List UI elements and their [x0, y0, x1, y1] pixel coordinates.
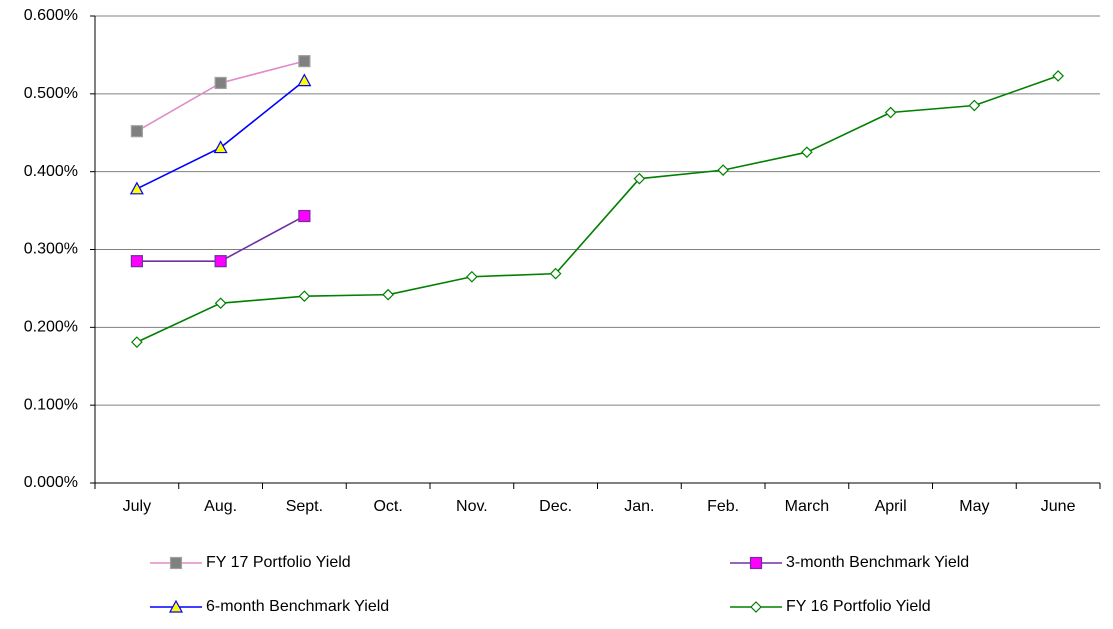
x-tick-label: Nov. — [456, 498, 488, 515]
data-point — [717, 164, 729, 176]
legend-marker — [750, 601, 762, 613]
data-point — [129, 181, 144, 195]
series-line — [136, 215, 305, 262]
legend-label: 3-month Benchmark Yield — [786, 554, 969, 571]
y-tick-label: 0.200% — [24, 319, 78, 336]
y-tick-label: 0.400% — [24, 163, 78, 180]
data-point — [968, 99, 981, 112]
data-point — [298, 55, 311, 68]
legend-marker — [169, 556, 183, 570]
legend-marker — [749, 556, 763, 570]
x-tick-label: Dec. — [539, 498, 572, 515]
x-tick-label: Feb. — [707, 498, 739, 515]
data-point — [549, 267, 562, 280]
data-point — [131, 336, 143, 348]
data-point — [298, 290, 311, 303]
x-tick-label: July — [123, 498, 151, 515]
data-point — [130, 125, 143, 138]
data-point — [214, 76, 227, 90]
legend-marker — [168, 599, 184, 613]
x-tick-label: May — [959, 498, 989, 515]
x-tick-label: Aug. — [204, 498, 237, 515]
y-tick-label: 0.000% — [24, 474, 78, 491]
x-tick-label: June — [1041, 498, 1076, 515]
y-tick-label: 0.500% — [24, 85, 78, 102]
legend-label: FY 16 Portfolio Yield — [786, 598, 931, 615]
x-tick-label: March — [785, 498, 829, 515]
data-point — [214, 297, 227, 310]
data-point — [884, 106, 897, 119]
series-line — [136, 75, 1059, 343]
x-tick-label: Sept. — [286, 498, 323, 515]
data-point — [466, 270, 478, 283]
data-point — [297, 73, 312, 87]
y-tick-label: 0.100% — [24, 396, 78, 413]
series-line — [136, 60, 305, 132]
legend-label: 6-month Benchmark Yield — [206, 598, 389, 615]
x-tick-label: Jan. — [624, 498, 654, 515]
y-tick-label: 0.600% — [24, 7, 78, 24]
data-point — [214, 255, 227, 268]
x-tick-label: Oct. — [373, 498, 402, 515]
data-point — [1052, 70, 1064, 82]
data-point — [633, 172, 646, 185]
y-tick-label: 0.300% — [24, 241, 78, 258]
series-line — [136, 79, 305, 190]
data-point — [298, 209, 311, 223]
data-point — [213, 140, 228, 154]
x-tick-label: April — [875, 498, 907, 515]
data-point — [382, 288, 394, 301]
legend-label: FY 17 Portfolio Yield — [206, 554, 351, 571]
data-point — [130, 255, 143, 268]
data-point — [801, 146, 813, 159]
